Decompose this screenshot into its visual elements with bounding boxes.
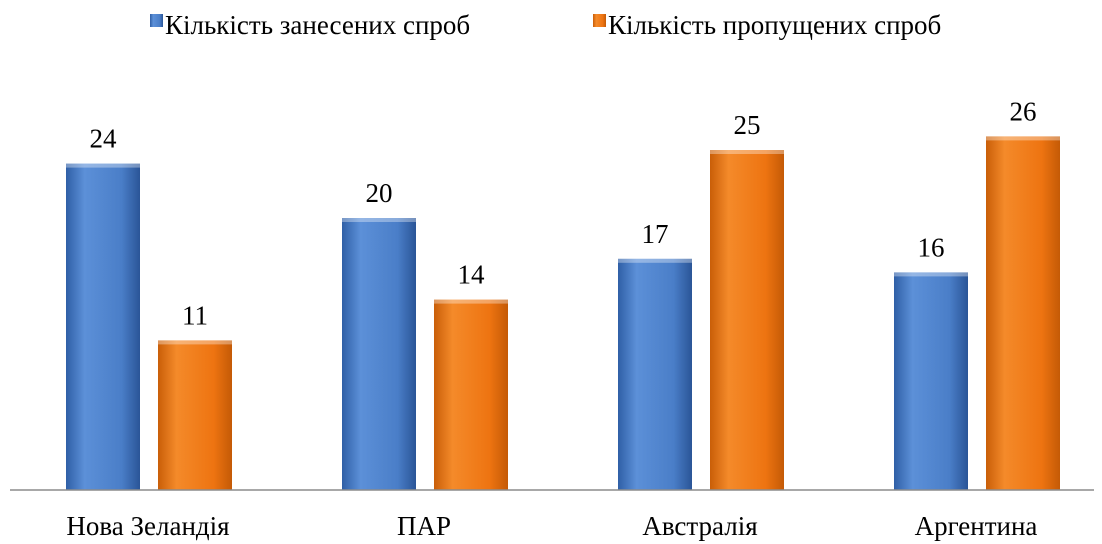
legend-label-scored: Кількість занесених спроб bbox=[165, 10, 470, 40]
legend-label-missed: Кількість пропущених спроб bbox=[608, 10, 941, 40]
bar-highlight bbox=[618, 258, 692, 263]
bar-scored-3 bbox=[894, 272, 968, 490]
bar-missed-1 bbox=[434, 299, 508, 490]
bar-highlight bbox=[986, 136, 1060, 141]
x-tick-label: Аргентина bbox=[915, 511, 1038, 541]
legend-swatch-scored bbox=[150, 14, 163, 27]
bar-scored-0 bbox=[66, 163, 140, 490]
bars bbox=[66, 136, 1060, 490]
bar-highlight bbox=[342, 218, 416, 222]
data-label: 20 bbox=[366, 178, 393, 208]
data-label: 25 bbox=[734, 110, 761, 140]
data-labels: 24 11 20 14 17 25 16 26 bbox=[90, 96, 1037, 330]
data-label: 24 bbox=[90, 124, 118, 154]
bar-highlight bbox=[158, 340, 232, 345]
bar-missed-2 bbox=[710, 150, 784, 490]
bar-highlight bbox=[66, 163, 140, 168]
data-label: 14 bbox=[458, 260, 486, 290]
bar-missed-3 bbox=[986, 136, 1060, 490]
x-tick-label: ПАР bbox=[397, 511, 451, 541]
bar-missed-0 bbox=[158, 340, 232, 490]
bar-highlight bbox=[894, 272, 968, 277]
bar-highlight bbox=[434, 299, 508, 304]
bar-scored-1 bbox=[342, 218, 416, 490]
data-label: 17 bbox=[642, 219, 669, 249]
legend-swatch-missed bbox=[593, 14, 606, 27]
legend: Кількість занесених спроб Кількість пропу… bbox=[150, 10, 941, 40]
x-tick-label: Австралія bbox=[642, 511, 757, 541]
category-labels: Нова Зеландія ПАР Австралія Аргентина bbox=[66, 511, 1037, 541]
x-tick-label: Нова Зеландія bbox=[66, 511, 229, 541]
bar-scored-2 bbox=[618, 258, 692, 490]
data-label: 26 bbox=[1010, 96, 1037, 126]
data-label: 16 bbox=[918, 232, 945, 262]
data-label: 11 bbox=[182, 300, 208, 330]
bar-highlight bbox=[710, 150, 784, 154]
